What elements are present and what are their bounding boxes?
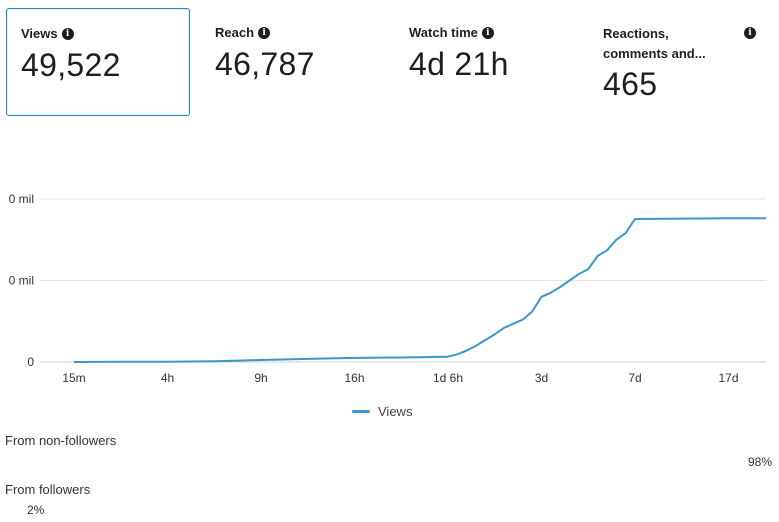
metric-label-watch-time: Watch time i	[409, 24, 494, 42]
y-axis-ticks: 0 0 mil 0 mil	[9, 192, 35, 369]
y-tick-label: 0 mil	[9, 192, 34, 206]
chart-legend[interactable]: Views	[352, 404, 412, 419]
reactions-label-line1: Reactions,	[603, 26, 669, 41]
info-icon[interactable]: i	[481, 27, 494, 39]
chart-grid	[40, 198, 766, 363]
non-followers-percent: 98%	[747, 455, 772, 469]
followers-label: From followers	[5, 482, 91, 497]
x-axis-ticks: 15m 4h 9h 16h 1d 6h 3d 7d 17d	[62, 371, 738, 385]
followers-percent: 2%	[27, 503, 45, 517]
info-icon[interactable]: i	[61, 28, 74, 40]
metric-card-views[interactable]: Views i 49,522	[6, 8, 190, 116]
metric-value-reach: 46,787	[215, 46, 315, 82]
metric-label-reactions: Reactions, comments and...	[603, 24, 706, 64]
info-icon[interactable]: i	[744, 27, 756, 39]
x-tick-label: 9h	[254, 371, 267, 385]
chart-series	[73, 217, 766, 363]
views-line-chart[interactable]: 0 0 mil 0 mil 15m 4h 9h 16h 1d 6h 3d 7d 17d	[0, 150, 779, 390]
watch-time-label-text: Watch time	[409, 25, 478, 40]
x-tick-label: 16h	[344, 371, 364, 385]
legend-label-views: Views	[378, 404, 413, 419]
x-tick-label: 7d	[628, 371, 641, 385]
metric-card-watch-time[interactable]: Watch time i 4d 21h	[394, 8, 578, 116]
non-followers-label: From non-followers	[5, 433, 117, 448]
x-tick-label: 15m	[62, 371, 85, 385]
metric-value-views: 49,522	[21, 47, 121, 83]
reach-label-text: Reach	[215, 25, 255, 40]
x-tick-label: 4h	[161, 371, 174, 385]
legend-swatch-views	[352, 410, 370, 413]
y-tick-label: 0 mil	[9, 274, 34, 288]
metric-label-views: Views i	[21, 25, 74, 43]
metric-value-reactions: 465	[603, 66, 658, 102]
views-label-text: Views	[21, 26, 58, 41]
y-tick-label: 0	[27, 355, 34, 369]
series-line-views[interactable]	[73, 217, 766, 363]
x-tick-label: 1d 6h	[433, 371, 463, 385]
reactions-label-line2: comments and...	[603, 46, 706, 61]
metric-label-reach: Reach i	[215, 24, 271, 42]
metric-card-reach[interactable]: Reach i 46,787	[200, 8, 384, 116]
metric-card-reactions[interactable]: Reactions, comments and... i 465	[588, 8, 772, 116]
info-icon[interactable]: i	[258, 27, 271, 39]
x-tick-label: 3d	[535, 371, 548, 385]
metric-value-watch-time: 4d 21h	[409, 46, 509, 82]
x-tick-label: 17d	[718, 371, 738, 385]
